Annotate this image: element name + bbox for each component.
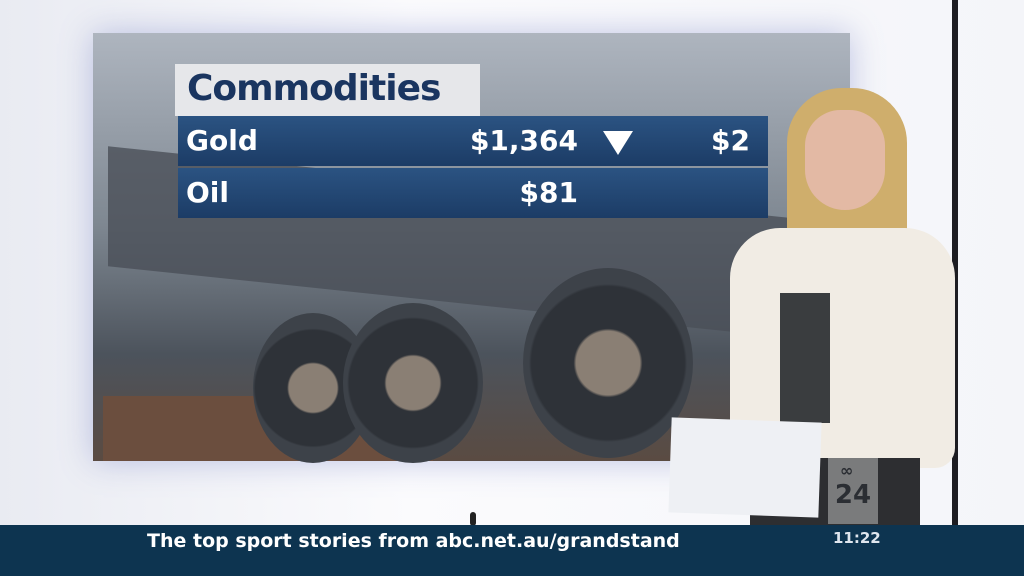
commodity-name: Oil: [186, 176, 229, 209]
presenter-paper: [668, 417, 822, 518]
presenter-face: [805, 110, 885, 210]
news-ticker: The top sport stories from abc.net.au/gr…: [0, 525, 1024, 576]
abc-logo-icon: ∞: [840, 461, 854, 480]
truck-wheel: [523, 268, 693, 458]
abc24-logo: ∞ 24: [828, 458, 878, 524]
presenter-top: [780, 293, 830, 423]
commodity-name: Gold: [186, 124, 258, 157]
channel-number: 24: [834, 480, 872, 510]
microphone: [470, 512, 476, 526]
down-arrow-icon: [603, 131, 633, 155]
commodity-price: $1,364: [469, 124, 578, 157]
ticker-text: The top sport stories from abc.net.au/gr…: [147, 530, 680, 552]
presenter: [730, 88, 960, 528]
graphic-title: Commodities: [175, 64, 480, 116]
truck-wheel: [343, 303, 483, 463]
commodity-change: $2: [711, 124, 750, 157]
clock: 11:22: [833, 529, 881, 547]
studio-pillar: [952, 0, 958, 530]
commodity-price: $81: [519, 176, 578, 209]
commodity-row-gold: Gold $1,364 $2: [178, 116, 768, 166]
commodity-row-oil: Oil $81: [178, 168, 768, 218]
